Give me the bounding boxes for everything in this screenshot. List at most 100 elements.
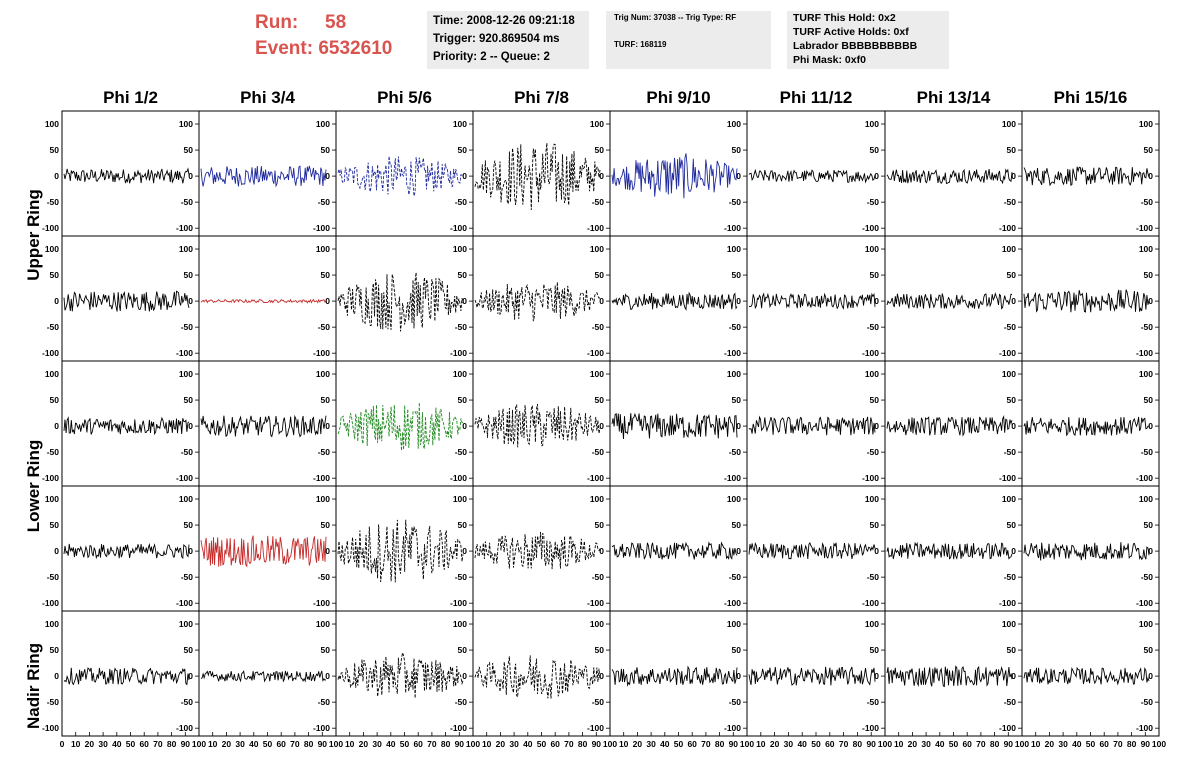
y-tick-label: 100 xyxy=(453,494,467,504)
y-tick-label-left: -50 xyxy=(47,197,60,207)
column-title-phi-9-10: Phi 9/10 xyxy=(646,88,711,107)
x-tick-label: 60 xyxy=(825,739,835,749)
y-tick-label: 100 xyxy=(1002,369,1016,379)
priority-text: Priority: 2 -- Queue: 2 xyxy=(433,51,550,63)
y-tick-label: 100 xyxy=(1002,494,1016,504)
x-tick-label: 10 xyxy=(1031,739,1041,749)
turf-this-hold-text: TURF This Hold: 0x2 xyxy=(793,12,896,24)
x-tick-label: 30 xyxy=(98,739,108,749)
y-tick-label: -50 xyxy=(181,447,194,457)
y-tick-label: -50 xyxy=(1141,697,1154,707)
y-tick-label: 50 xyxy=(1144,645,1154,655)
y-tick-label: 0 xyxy=(325,671,330,681)
x-tick-label: 10 xyxy=(894,739,904,749)
panel-frame-r2-c7 xyxy=(1021,360,1160,487)
y-tick-label: 100 xyxy=(1002,119,1016,129)
y-tick-label: 100 xyxy=(453,369,467,379)
waveform-trace-r3-c3 xyxy=(474,531,601,570)
y-tick-label: 50 xyxy=(458,645,468,655)
waveform-trace-r3-c6 xyxy=(886,541,1013,560)
panel-frame-r0-c2 xyxy=(335,110,474,237)
column-title-phi-5-6: Phi 5/6 xyxy=(377,88,432,107)
waveform-trace-r3-c7 xyxy=(1023,542,1150,561)
trig-info-box: Trig Num: 37038 -- Trig Type: RF TURF: 1… xyxy=(606,11,771,69)
x-tick-label: 80 xyxy=(304,739,314,749)
y-tick-label-left: 100 xyxy=(45,369,59,379)
y-tick-label: -100 xyxy=(724,348,741,358)
waveform-trace-r1-c5 xyxy=(748,292,876,310)
y-tick-label: 100 xyxy=(1139,369,1153,379)
column-title-phi-13-14: Phi 13/14 xyxy=(916,88,991,107)
y-tick-label-left: -50 xyxy=(47,322,60,332)
y-tick-label: 0 xyxy=(1011,671,1016,681)
y-tick-label: -100 xyxy=(450,723,467,733)
x-tick-label: 60 xyxy=(687,739,697,749)
y-tick-label-left: 100 xyxy=(45,494,59,504)
y-tick-label: -50 xyxy=(318,447,331,457)
x-tick-label: 80 xyxy=(853,739,863,749)
y-tick-label: 50 xyxy=(321,395,331,405)
time-text: Time: 2008-12-26 09:21:18 xyxy=(433,15,575,27)
y-tick-label: -50 xyxy=(1004,697,1017,707)
waveform-trace-r3-c5 xyxy=(748,541,876,560)
y-tick-label: -100 xyxy=(999,598,1016,608)
y-tick-label: 100 xyxy=(865,244,879,254)
y-tick-label: -50 xyxy=(1004,447,1017,457)
y-tick-label: -50 xyxy=(455,447,468,457)
x-tick-label: 50 xyxy=(263,739,273,749)
y-tick-label: 0 xyxy=(325,296,330,306)
y-tick-label: 100 xyxy=(865,119,879,129)
y-tick-label-left: 0 xyxy=(54,296,59,306)
y-tick-label: 0 xyxy=(599,421,604,431)
y-tick-label: -50 xyxy=(1141,572,1154,582)
y-tick-label: -50 xyxy=(867,322,880,332)
y-tick-label: -100 xyxy=(313,598,330,608)
waveform-trace-r1-c0 xyxy=(63,290,190,312)
x-tick-label: 20 xyxy=(633,739,643,749)
panel-frame-r0-c6 xyxy=(884,110,1023,237)
y-tick-label: -100 xyxy=(999,723,1016,733)
y-tick-label: -50 xyxy=(318,572,331,582)
x-tick-label: 70 xyxy=(564,739,574,749)
x-tick-label: 40 xyxy=(660,739,670,749)
y-tick-label: 100 xyxy=(590,494,604,504)
turf-info-box: TURF This Hold: 0x2 TURF Active Holds: 0… xyxy=(787,11,949,69)
y-tick-label: 0 xyxy=(874,171,879,181)
time-info-box: Time: 2008-12-26 09:21:18 Trigger: 920.8… xyxy=(427,11,589,69)
y-tick-label: 0 xyxy=(325,171,330,181)
x-tick-label: 60 xyxy=(139,739,149,749)
panel-frame-r1-c6 xyxy=(884,235,1023,362)
x-tick-label: 100 xyxy=(192,739,206,749)
panel-frame-r1-c0 xyxy=(61,235,200,362)
y-tick-label: -100 xyxy=(862,473,879,483)
y-tick-label: 0 xyxy=(188,421,193,431)
waveform-trace-r2-c4 xyxy=(611,412,738,440)
y-tick-label: -100 xyxy=(862,223,879,233)
y-tick-label: 50 xyxy=(870,145,880,155)
y-tick-label: 50 xyxy=(321,645,331,655)
y-tick-label: 100 xyxy=(316,619,330,629)
y-tick-label: -100 xyxy=(313,223,330,233)
x-tick-label: 100 xyxy=(878,739,892,749)
y-tick-label: 0 xyxy=(736,296,741,306)
panel-frame-r1-c2 xyxy=(335,235,474,362)
x-tick-label: 80 xyxy=(167,739,177,749)
y-tick-label: -100 xyxy=(862,723,879,733)
y-tick-label: -100 xyxy=(1136,223,1153,233)
waveform-trace-r0-c1 xyxy=(200,165,327,188)
y-tick-label: -50 xyxy=(729,572,742,582)
y-tick-label: 50 xyxy=(732,145,742,155)
x-tick-label: 90 xyxy=(1004,739,1014,749)
y-tick-label: -50 xyxy=(1141,447,1154,457)
waveform-trace-r2-c5 xyxy=(748,415,876,436)
y-tick-label: 0 xyxy=(874,546,879,556)
y-tick-label: 0 xyxy=(1148,671,1153,681)
y-tick-label: 0 xyxy=(874,671,879,681)
x-tick-label: 30 xyxy=(784,739,794,749)
y-tick-label: -100 xyxy=(999,348,1016,358)
x-tick-label: 30 xyxy=(235,739,245,749)
y-tick-label: -100 xyxy=(1136,598,1153,608)
y-tick-label: 100 xyxy=(1139,494,1153,504)
panel-frame-r1-c4 xyxy=(609,235,748,362)
